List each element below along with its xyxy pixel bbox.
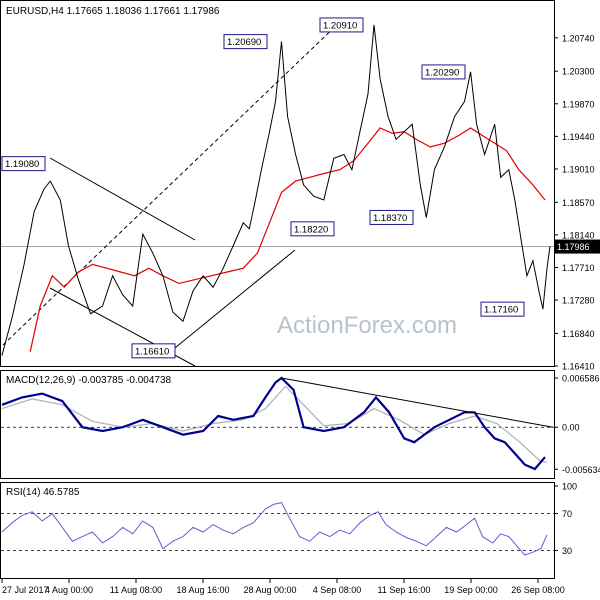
rsi-title: RSI(14) 46.5785 <box>6 487 80 498</box>
macd-trendline <box>281 377 554 428</box>
price-title: EURUSD,H4 1.17665 1.18036 1.17661 1.1798… <box>6 6 220 17</box>
price-tick-label: 1.18570 <box>562 198 595 208</box>
time-tick-label: 18 Aug 16:00 <box>176 585 229 595</box>
annotation-label: 1.20290 <box>425 67 459 78</box>
macd-axis: 0.006586 0.00 -0.005634 <box>1 374 600 475</box>
price-panel <box>0 0 555 367</box>
time-tick-label: 27 Jul 2017 <box>2 585 49 595</box>
annotation-label: 1.17160 <box>484 305 518 316</box>
price-annotations: 1.19080 1.16610 1.18220 1.20690 1.20910 1.183… <box>1 17 525 359</box>
macd-signal-line <box>1 385 548 463</box>
price-tick-label: 1.17710 <box>562 263 595 273</box>
price-tick-label: 1.19010 <box>562 164 595 174</box>
macd-tick-label: 0.006586 <box>562 374 600 384</box>
ma-line <box>29 127 546 352</box>
annotation-label: 1.16610 <box>135 346 169 357</box>
moving-average-series <box>29 127 546 352</box>
rsi-tick-label: 30 <box>562 546 572 556</box>
uptrend-support-line <box>169 249 296 353</box>
price-tick-label: 1.19440 <box>562 132 595 142</box>
last-price-box <box>554 239 600 254</box>
annotation-box <box>421 64 466 80</box>
time-tick-label: 4 Sep 08:00 <box>313 585 362 595</box>
rsi-series <box>1 502 548 556</box>
annotation-box <box>319 17 364 33</box>
rsi-tick-label: 100 <box>562 482 577 492</box>
price-line <box>1 24 551 356</box>
price-series <box>1 24 551 356</box>
watermark: ActionForex.com <box>277 312 457 339</box>
annotation-box <box>290 221 335 237</box>
rsi-panel <box>0 482 555 579</box>
time-tick-label: 19 Sep 00:00 <box>444 585 498 595</box>
time-tick-label: 11 Aug 08:00 <box>110 585 162 595</box>
price-tick-label: 1.18140 <box>562 230 595 240</box>
price-tick-label: 1.19870 <box>562 99 595 109</box>
macd-title: MACD(12,26,9) -0.003785 -0.004738 <box>6 375 172 386</box>
annotation-label: 1.20910 <box>323 20 357 31</box>
time-tick-label: 28 Aug 00:00 <box>243 585 296 595</box>
price-tick-label: 1.20740 <box>562 33 595 43</box>
annotation-box <box>1 156 46 172</box>
last-price-label: 1.17986 <box>557 242 590 252</box>
annotation-box <box>223 34 268 50</box>
channel-upper-line <box>49 157 196 241</box>
annotation-label: 1.18220 <box>294 224 328 235</box>
annotation-box <box>480 301 525 317</box>
rsi-tick-label: 70 <box>562 509 572 519</box>
annotation-box <box>369 209 414 225</box>
rsi-line <box>1 502 548 556</box>
price-tick-label: 1.17280 <box>562 296 595 306</box>
annotation-box <box>131 343 176 359</box>
rsi-axis: 100 70 30 <box>1 482 577 556</box>
macd-tick-label: -0.005634 <box>562 465 600 475</box>
price-tick-label: 1.16840 <box>562 329 595 339</box>
price-tick-label: 1.16410 <box>562 362 595 372</box>
macd-tick-label: 0.00 <box>562 423 580 433</box>
price-tick-label: 1.20300 <box>562 67 595 77</box>
price-axis: 1.20740 1.20300 1.19870 1.19440 1.19010 1.185… <box>554 33 600 372</box>
time-tick-label: 4 Aug 00:00 <box>45 585 93 595</box>
annotation-label: 1.18370 <box>373 213 407 224</box>
annotation-label: 1.19080 <box>5 159 39 170</box>
dashed-trend-line <box>2 19 343 346</box>
macd-series <box>1 376 554 471</box>
annotation-label: 1.20690 <box>227 37 261 48</box>
macd-line <box>1 376 546 471</box>
macd-panel <box>0 370 555 479</box>
time-tick-label: 11 Sep 16:00 <box>378 585 431 595</box>
time-tick-label: 26 Sep 08:00 <box>511 585 565 595</box>
